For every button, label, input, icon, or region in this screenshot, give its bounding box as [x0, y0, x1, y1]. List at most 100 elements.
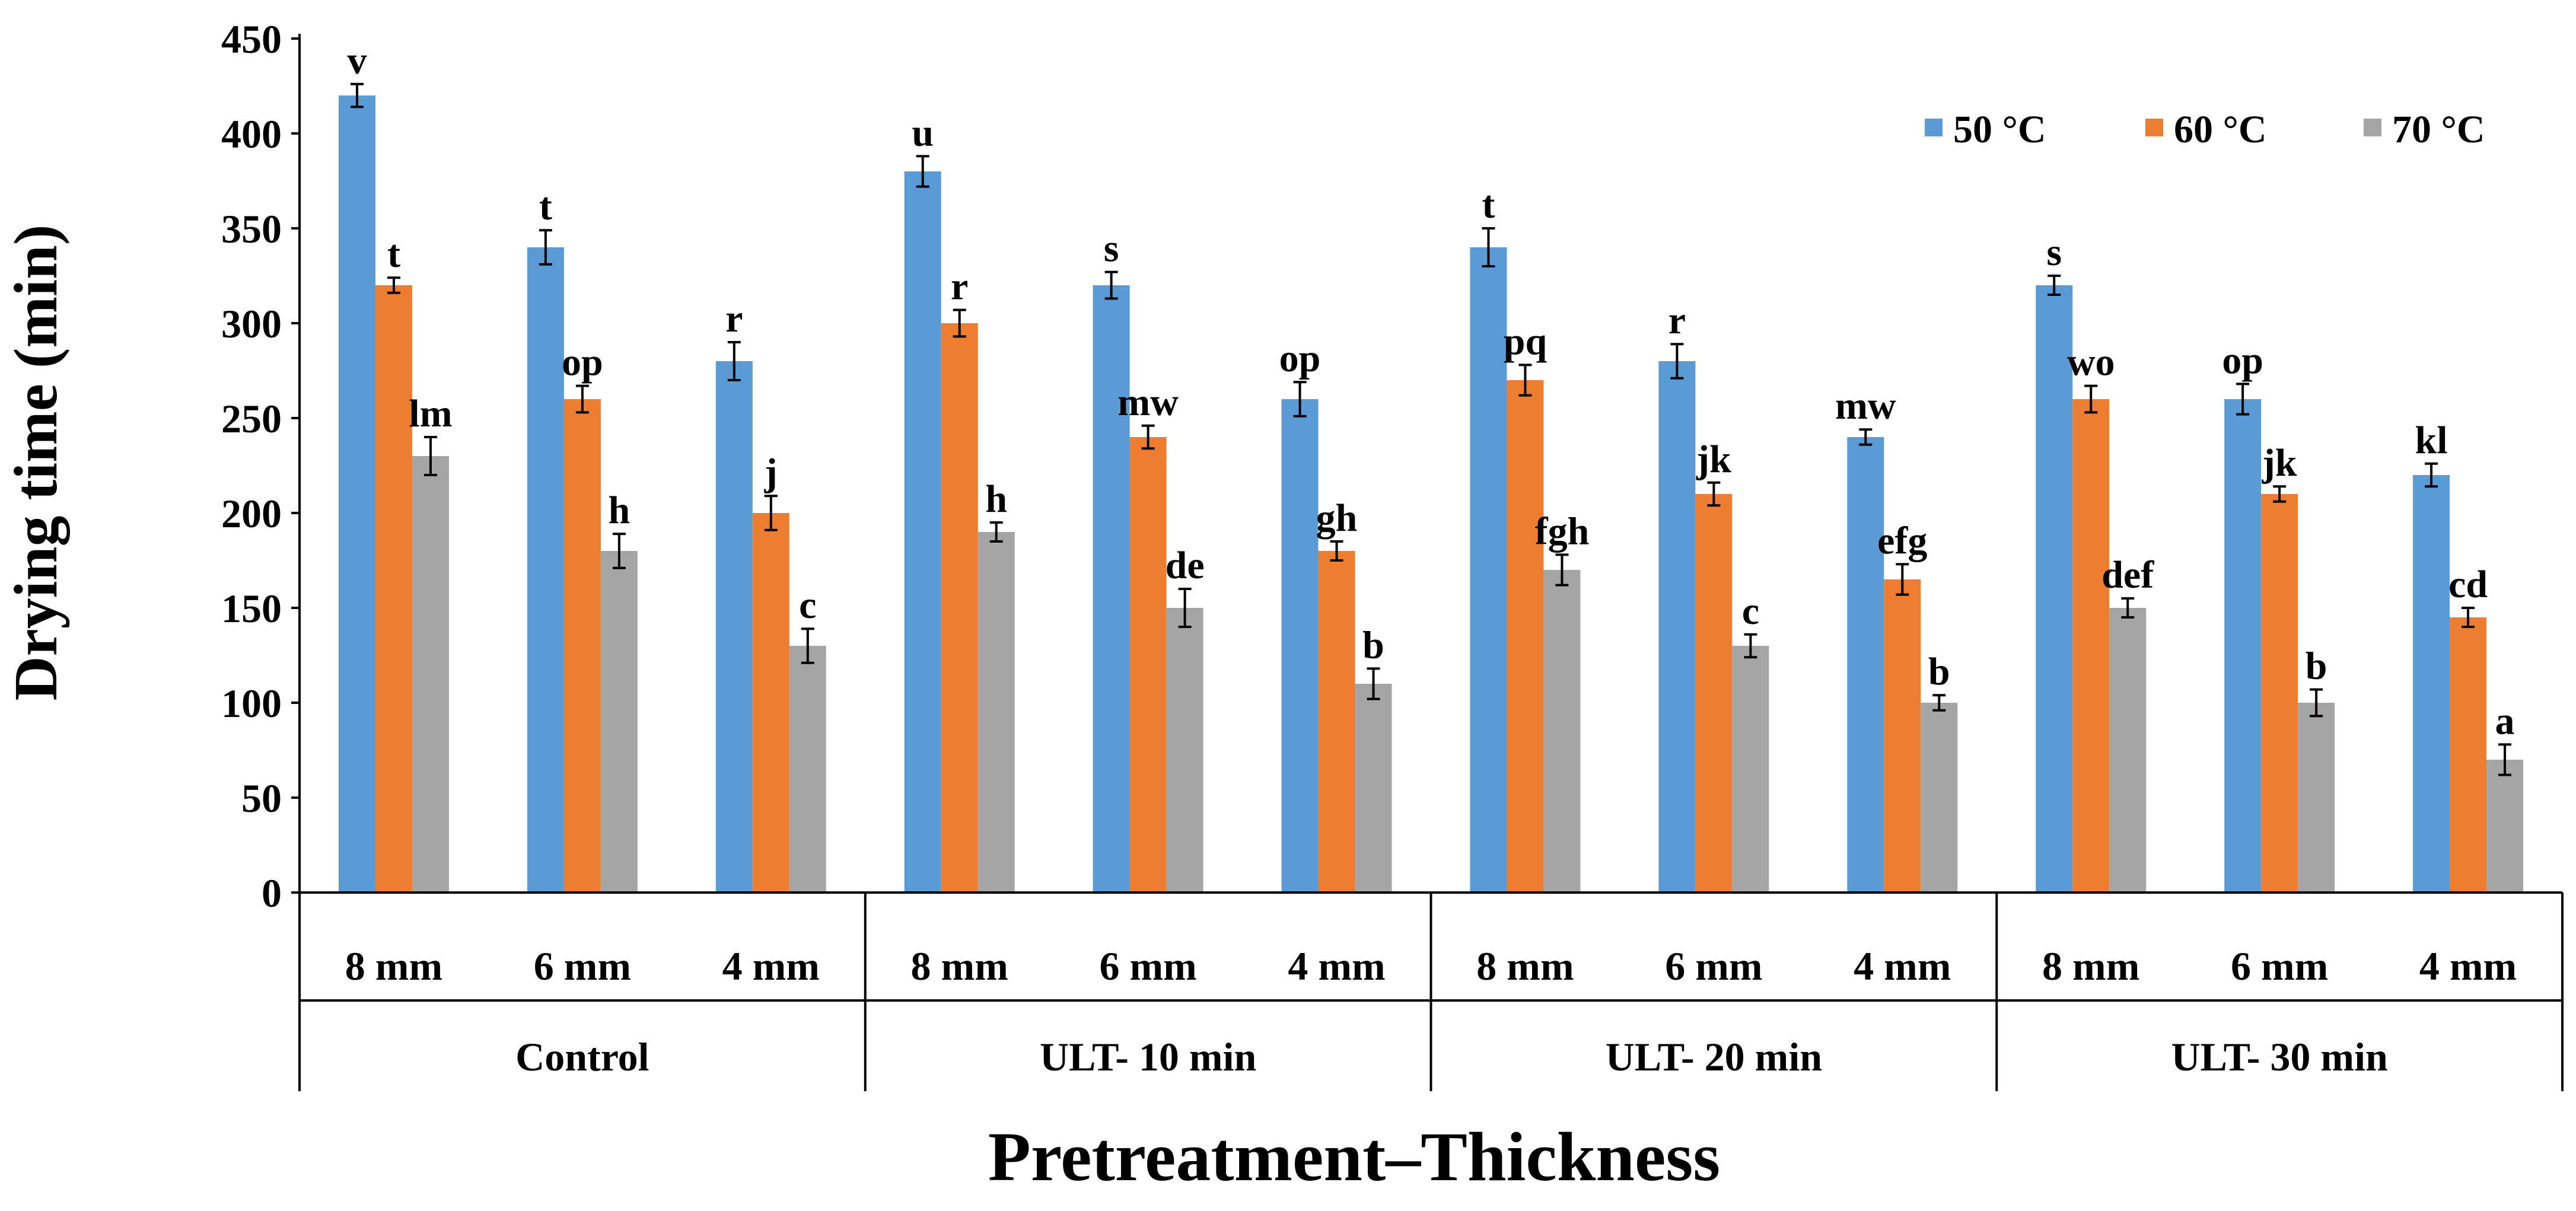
significance-label: pq [1504, 320, 1547, 363]
significance-label: fgh [1535, 509, 1590, 553]
x-tick-label: 6 mm [1099, 944, 1196, 989]
x-tick-label: 6 mm [534, 944, 631, 989]
bar-2-2 [563, 399, 601, 893]
x-axis-title: Pretreatment–Thickness [988, 1118, 1720, 1196]
bar-1-8 [1658, 361, 1696, 893]
significance-label: t [387, 232, 400, 276]
significance-label: mw [1835, 384, 1896, 428]
y-tick-label: 400 [221, 111, 282, 157]
bar-3-5 [1166, 608, 1203, 893]
x-tick-label: 8 mm [1476, 944, 1574, 989]
significance-label: jk [1696, 438, 1731, 481]
legend-swatch-1 [1925, 119, 1943, 136]
group-label: ULT- 20 min [1606, 1034, 1822, 1079]
y-tick-label: 50 [241, 776, 282, 821]
legend-label-1: 50 °C [1953, 108, 2046, 151]
bars-layer [338, 95, 2524, 893]
significance-label: t [1482, 183, 1495, 227]
y-tick-label: 0 [262, 871, 282, 916]
bar-1-1 [338, 95, 375, 893]
bar-1-10 [2036, 285, 2073, 893]
bar-3-9 [1921, 703, 1958, 893]
significance-label: kl [2415, 419, 2448, 462]
x-tick-label: 6 mm [2231, 944, 2328, 989]
bar-1-12 [2413, 475, 2450, 893]
y-tick-label: 150 [221, 586, 282, 631]
bar-3-2 [600, 551, 638, 893]
bar-2-8 [1695, 494, 1733, 893]
bar-3-4 [977, 532, 1015, 893]
significance-label: a [2495, 699, 2515, 742]
significance-label: v [347, 39, 367, 82]
bar-3-7 [1543, 570, 1581, 893]
bar-3-3 [789, 646, 826, 893]
significance-label: def [2101, 553, 2154, 597]
bar-3-11 [2298, 703, 2335, 893]
group-label: ULT- 10 min [1040, 1034, 1256, 1079]
significance-label: c [799, 584, 816, 627]
legend-label-3: 70 °C [2392, 108, 2485, 151]
significance-label: op [1279, 337, 1321, 380]
bar-2-12 [2450, 617, 2487, 893]
bar-1-9 [1847, 437, 1884, 893]
legend-swatch-3 [2364, 119, 2381, 136]
significance-label: b [1928, 650, 1950, 693]
significance-labels-layer: v t r u s op t r mw s op kl t op j r mw gh pq jk efg wo jk cd lm… [347, 39, 2514, 743]
error-bars-layer [350, 82, 2512, 776]
bar-2-1 [375, 285, 412, 893]
y-tick-label: 350 [221, 206, 282, 251]
bar-1-2 [527, 247, 564, 893]
bar-3-1 [412, 456, 449, 893]
legend-label-2: 60 °C [2174, 108, 2267, 151]
bar-1-5 [1093, 285, 1130, 893]
significance-label: r [951, 265, 968, 308]
bar-2-9 [1884, 579, 1921, 893]
x-tick-label: 4 mm [1288, 944, 1385, 989]
significance-label: u [912, 111, 934, 154]
significance-label: s [2046, 231, 2062, 274]
group-label: ULT- 30 min [2171, 1034, 2387, 1079]
bar-2-3 [752, 513, 789, 893]
group-label: Control [515, 1034, 649, 1079]
significance-label: jk [2262, 441, 2297, 485]
significance-label: r [1668, 299, 1686, 342]
x-tick-label: 4 mm [2419, 944, 2517, 989]
bar-2-4 [941, 323, 978, 893]
x-tick-label: 8 mm [911, 944, 1008, 989]
significance-label: op [2222, 339, 2263, 382]
bar-3-12 [2486, 760, 2524, 893]
significance-label: lm [409, 392, 452, 435]
y-axis-title: Drying time (min) [2, 225, 70, 701]
significance-label: b [2306, 645, 2327, 688]
significance-label: op [562, 341, 603, 384]
axes-layer: 0 50 100 150 200 250 300 350 400 450 8 mm 6 mm 4 mm 8… [221, 17, 2564, 1091]
significance-label: h [985, 477, 1007, 521]
significance-label: wo [2067, 341, 2115, 384]
significance-label: h [609, 489, 631, 532]
significance-label: gh [1316, 496, 1358, 540]
x-tick-label: 8 mm [2042, 944, 2139, 989]
bar-1-11 [2224, 399, 2262, 893]
bar-1-4 [904, 171, 941, 893]
bar-1-7 [1470, 247, 1507, 893]
y-tick-label: 200 [221, 491, 282, 536]
significance-label: efg [1877, 519, 1927, 562]
bar-1-6 [1281, 399, 1319, 893]
y-tick-label: 250 [221, 396, 282, 441]
y-tick-label: 100 [221, 681, 282, 726]
bar-2-7 [1507, 380, 1544, 893]
x-tick-label: 4 mm [722, 944, 820, 989]
significance-label: de [1166, 544, 1205, 587]
bar-3-6 [1355, 684, 1392, 893]
x-tick-label: 8 mm [345, 944, 442, 989]
significance-label: mw [1117, 381, 1179, 424]
y-tick-label: 450 [221, 17, 282, 62]
legend-swatch-2 [2145, 119, 2163, 136]
x-tick-label: 6 mm [1665, 944, 1762, 989]
bar-2-11 [2261, 494, 2298, 893]
bar-3-10 [2109, 608, 2147, 893]
significance-label: c [1742, 589, 1759, 633]
significance-label: cd [2448, 563, 2488, 606]
